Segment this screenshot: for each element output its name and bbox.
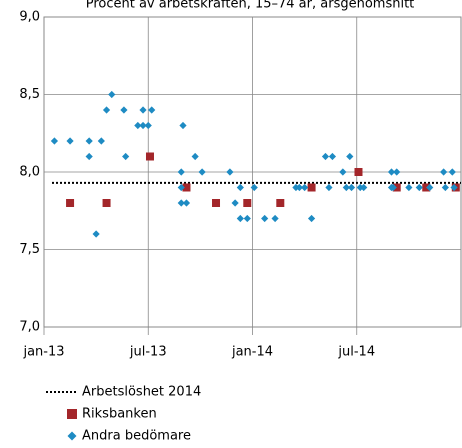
x-tick-label: jul-13	[129, 345, 167, 360]
marker-diamond	[236, 214, 244, 223]
marker-diamond	[108, 90, 116, 99]
marker-square	[354, 168, 363, 176]
marker-diamond	[85, 137, 93, 145]
legend-label: Andra bedömare	[82, 429, 191, 444]
marker-diamond	[342, 183, 350, 192]
legend-label: Arbetslöshet 2014	[82, 385, 201, 400]
marker-diamond	[139, 121, 147, 130]
legend-swatch	[67, 431, 77, 441]
marker-diamond	[134, 121, 142, 130]
marker-diamond	[301, 183, 309, 192]
marker-diamond	[389, 183, 397, 192]
marker-diamond	[261, 214, 269, 223]
marker-diamond	[66, 137, 74, 145]
y-tick-label: 8,0	[19, 165, 40, 180]
marker-diamond	[144, 121, 152, 130]
y-tick-label: 7,0	[19, 320, 40, 335]
marker-diamond	[92, 230, 100, 238]
marker-diamond	[191, 152, 199, 161]
marker-diamond	[339, 168, 347, 176]
marker-diamond	[271, 214, 279, 223]
marker-diamond	[250, 183, 258, 192]
marker-square	[66, 199, 75, 207]
x-tick-label: jan-13	[22, 345, 64, 360]
marker-diamond	[97, 137, 105, 145]
marker-diamond	[321, 152, 330, 161]
marker-diamond	[328, 152, 337, 161]
y-tick-label: 8,5	[19, 87, 40, 102]
marker-diamond	[85, 152, 93, 161]
x-tick-label: jul-14	[337, 345, 375, 360]
marker-diamond	[236, 183, 244, 192]
marker-diamond	[347, 183, 356, 192]
marker-square	[182, 183, 191, 192]
marker-diamond	[179, 121, 187, 130]
x-tick-label: jan-14	[231, 345, 273, 360]
marker-diamond	[231, 199, 239, 207]
marker-diamond	[393, 168, 401, 176]
marker-diamond	[177, 168, 185, 176]
marker-diamond	[148, 106, 156, 114]
marker-diamond	[426, 183, 434, 192]
marker-diamond	[243, 214, 251, 223]
marker-diamond	[50, 137, 59, 145]
marker-diamond	[177, 183, 185, 192]
marker-diamond	[307, 214, 316, 223]
marker-diamond	[405, 183, 413, 192]
marker-diamond	[139, 106, 147, 114]
marker-diamond	[122, 152, 130, 161]
marker-diamond	[226, 168, 234, 176]
marker-diamond	[440, 168, 448, 176]
marker-diamond	[120, 106, 128, 114]
y-tick-label: 7,5	[19, 242, 40, 257]
marker-diamond	[360, 183, 368, 192]
marker-diamond	[415, 183, 423, 192]
marker-diamond	[325, 183, 333, 192]
marker-diamond	[387, 168, 396, 176]
marker-diamond	[295, 183, 304, 192]
marker-diamond	[448, 168, 456, 176]
marker-diamond	[182, 199, 191, 207]
marker-diamond	[198, 168, 206, 176]
marker-diamond	[102, 106, 111, 114]
legend-swatch	[67, 409, 77, 419]
marker-square	[276, 199, 285, 207]
chart-title: Procent av arbetskraften, 15–74 år, årsg…	[86, 0, 415, 12]
marker-square	[243, 199, 252, 207]
marker-diamond	[177, 199, 185, 207]
marker-square	[145, 152, 154, 161]
marker-diamond	[441, 183, 449, 192]
marker-diamond	[450, 183, 458, 192]
marker-square	[307, 183, 316, 192]
marker-square	[212, 199, 221, 207]
marker-diamond	[346, 152, 354, 161]
marker-square	[102, 199, 111, 207]
legend-label: Riksbanken	[82, 407, 157, 422]
y-tick-label: 9,0	[19, 10, 40, 25]
